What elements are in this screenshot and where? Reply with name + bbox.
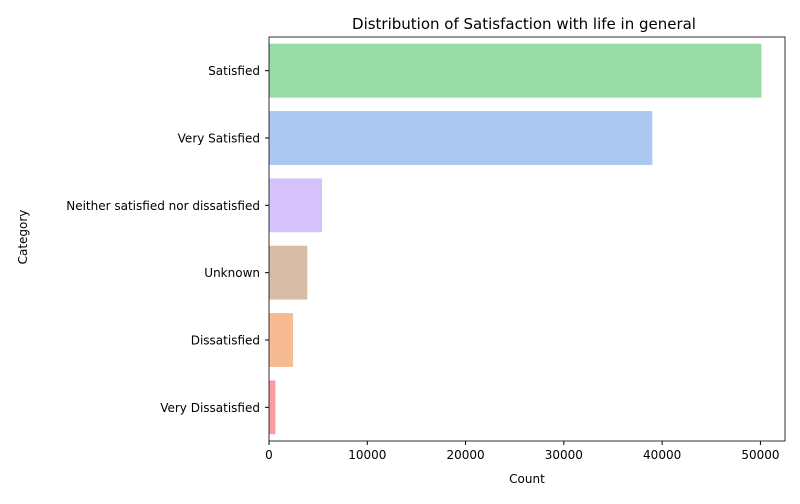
y-tick-label-2: Neither satisfied nor dissatisfied (66, 199, 260, 213)
x-axis-ticks: 0 10000 20000 30000 40000 50000 (265, 441, 780, 462)
bar-0 (269, 43, 762, 98)
x-tick-label-1: 10000 (348, 448, 386, 462)
x-tick-label-4: 40000 (643, 448, 681, 462)
x-tick-label-3: 30000 (545, 448, 583, 462)
x-tick-label-0: 0 (265, 448, 273, 462)
x-axis-title: Count (509, 472, 545, 486)
chart-title: Distribution of Satisfaction with life i… (352, 15, 696, 33)
bar-5 (269, 380, 276, 435)
bar-1 (269, 111, 653, 165)
y-axis-ticks: Satisfied Very Satisfied Neither satisfied… (66, 64, 269, 415)
y-tick-label-0: Satisfied (208, 64, 260, 78)
bar-2 (269, 178, 323, 233)
y-tick-label-1: Very Satisfied (178, 132, 260, 146)
y-axis-title: Category (16, 210, 30, 265)
y-tick-label-5: Very Dissatisfied (160, 401, 260, 415)
plot-frame (268, 36, 786, 442)
x-tick-label-5: 50000 (741, 448, 779, 462)
plot-border (268, 36, 786, 442)
bars-group (269, 43, 762, 435)
y-tick-label-3: Unknown (204, 266, 260, 280)
x-tick-label-2: 20000 (446, 448, 484, 462)
bar-3 (269, 245, 308, 300)
bar-4 (269, 313, 294, 367)
y-tick-label-4: Dissatisfied (191, 334, 260, 348)
